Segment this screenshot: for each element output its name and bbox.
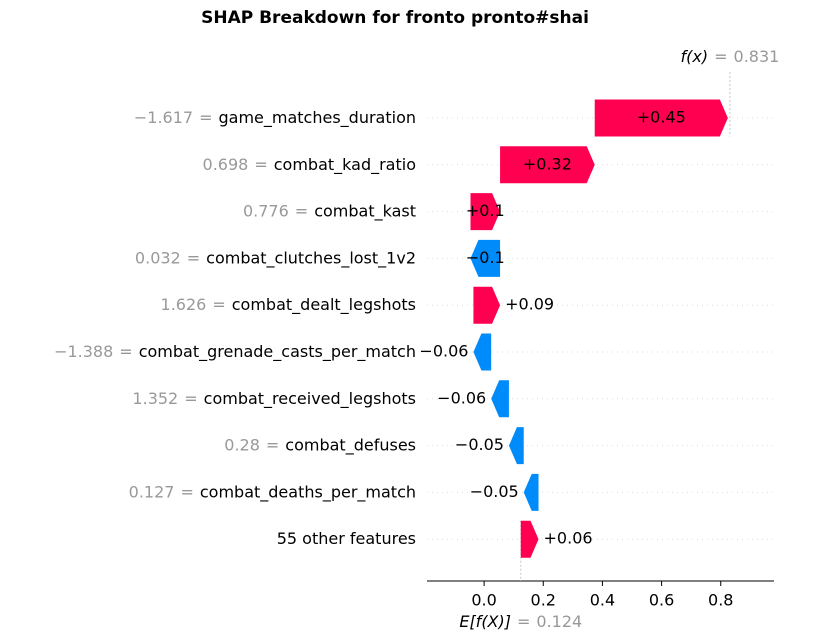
feature-name: combat_deaths_per_match <box>200 482 416 502</box>
value-label: +0.45 <box>637 108 686 127</box>
separator: = <box>212 295 225 314</box>
separator: = <box>187 248 200 267</box>
separator: = <box>199 108 212 127</box>
x-tick-label: 0.0 <box>471 591 496 610</box>
separator: = <box>119 342 132 361</box>
separator: = <box>184 388 197 407</box>
separator: = <box>180 482 193 501</box>
separator: = <box>295 201 308 220</box>
feature-label: 0.127 = combat_deaths_per_match <box>129 482 416 502</box>
feature-label: 0.28 = combat_defuses <box>224 435 416 455</box>
bar <box>523 473 539 511</box>
feature-value: −1.388 <box>54 342 113 361</box>
feature-name: combat_received_legshots <box>204 388 416 408</box>
feature-label: 0.032 = combat_clutches_lost_1v2 <box>135 248 416 268</box>
bar <box>594 99 728 137</box>
value-label: −0.05 <box>470 482 519 501</box>
feature-name: 55 other features <box>277 529 416 548</box>
value-label: −0.06 <box>419 342 468 361</box>
separator: = <box>266 435 279 454</box>
feature-value: 0.032 <box>135 248 181 267</box>
x-tick-label: 0.8 <box>708 591 733 610</box>
x-tick-label: 0.4 <box>590 591 615 610</box>
output-label: f(x) = 0.831 <box>681 47 780 66</box>
value-label: +0.32 <box>523 154 572 173</box>
value-label: −0.1 <box>466 248 505 267</box>
feature-name: combat_kast <box>314 201 416 221</box>
feature-label: 1.352 = combat_received_legshots <box>132 388 416 408</box>
value-label: +0.09 <box>505 295 554 314</box>
feature-label: 55 other features <box>277 529 416 548</box>
x-tick-label: 0.2 <box>531 591 556 610</box>
feature-label: 1.626 = combat_dealt_legshots <box>161 295 416 315</box>
feature-value: 0.776 <box>243 201 289 220</box>
base-value: 0.124 <box>536 612 582 631</box>
bar <box>473 333 492 371</box>
chart-title: SHAP Breakdown for fronto pronto#shai <box>201 8 589 28</box>
feature-value: 1.626 <box>161 295 207 314</box>
bar <box>491 380 509 418</box>
base-name: E[f(X)] <box>459 612 511 631</box>
feature-label: 0.698 = combat_kad_ratio <box>203 154 416 174</box>
x-tick-label: 0.6 <box>649 591 674 610</box>
feature-value: 0.698 <box>203 154 249 173</box>
feature-name: combat_kad_ratio <box>274 154 416 174</box>
bar <box>473 286 501 324</box>
separator: = <box>254 154 267 173</box>
feature-name: game_matches_duration <box>219 108 417 128</box>
separator: = <box>517 612 530 631</box>
bar <box>520 520 539 558</box>
feature-label: −1.388 = combat_grenade_casts_per_match <box>54 342 416 362</box>
feature-name: combat_clutches_lost_1v2 <box>206 248 416 268</box>
feature-name: combat_grenade_casts_per_match <box>139 342 416 362</box>
feature-value: 0.127 <box>129 482 175 501</box>
bar <box>470 193 501 231</box>
feature-value: −1.617 <box>134 108 193 127</box>
value-label: +0.1 <box>466 201 505 220</box>
feature-label: 0.776 = combat_kast <box>243 201 416 221</box>
separator: = <box>714 47 727 66</box>
output-name: f(x) <box>681 47 709 66</box>
feature-name: combat_defuses <box>285 435 416 455</box>
value-label: −0.06 <box>437 388 486 407</box>
bar <box>508 427 524 465</box>
value-label: −0.05 <box>455 435 504 454</box>
feature-label: −1.617 = game_matches_duration <box>134 108 416 128</box>
feature-value: 1.352 <box>132 388 178 407</box>
value-label: +0.06 <box>544 529 593 548</box>
feature-value: 0.28 <box>224 435 260 454</box>
bar <box>500 146 595 184</box>
feature-name: combat_dealt_legshots <box>232 295 416 315</box>
base-label: E[f(X)] = 0.124 <box>459 612 582 631</box>
output-value: 0.831 <box>734 47 780 66</box>
bar <box>470 239 501 277</box>
